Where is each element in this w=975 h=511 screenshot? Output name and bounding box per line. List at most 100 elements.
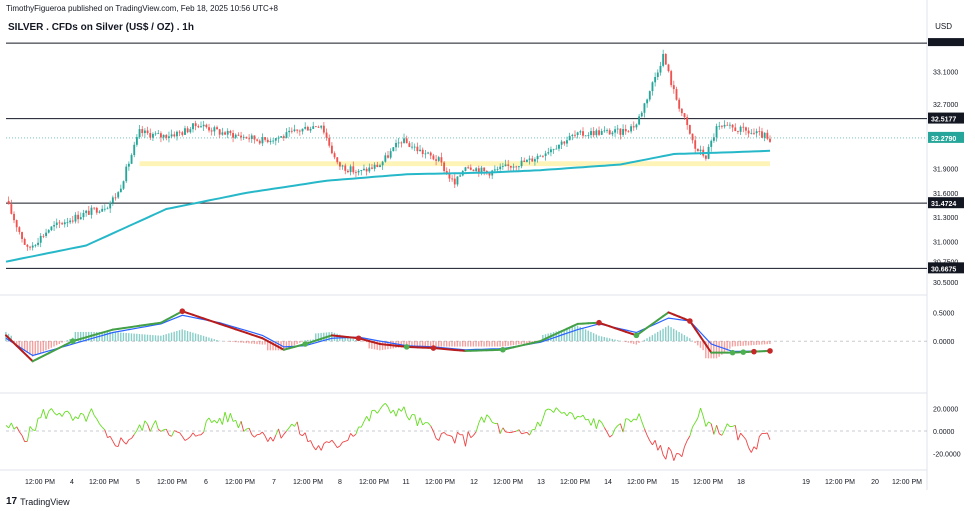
momentum-line-segment [697, 407, 701, 419]
histogram-bar [248, 341, 250, 344]
histogram-bar [365, 341, 368, 343]
candle-body [15, 220, 18, 228]
candle-body [392, 147, 395, 152]
momentum-line-segment [486, 414, 490, 418]
histogram-bar [283, 341, 285, 351]
histogram-bar [699, 341, 702, 348]
candle-body [47, 230, 50, 233]
candle-body [210, 130, 213, 132]
histogram-bar [745, 341, 747, 346]
histogram-bar [761, 341, 763, 345]
candle-body [71, 220, 74, 222]
histogram-bar [576, 325, 579, 342]
histogram-bar [512, 341, 515, 346]
histogram-bar [299, 341, 301, 343]
histogram-bar [77, 331, 79, 342]
momentum-line-segment [149, 425, 154, 432]
candle-body [189, 129, 192, 133]
candle-body [63, 222, 66, 225]
histogram-bar [29, 341, 31, 355]
momentum-line-segment [251, 434, 255, 438]
last-price-tag [928, 131, 964, 143]
cross-signal-dot [596, 319, 602, 326]
momentum-line-segment [206, 417, 210, 422]
momentum-line-segment [83, 414, 87, 422]
time-tick-label: 12:00 PM [892, 479, 922, 486]
candle-body [26, 244, 29, 247]
histogram-bar [635, 341, 638, 345]
histogram-bar [713, 341, 715, 359]
candle-body [125, 166, 128, 182]
candle-body [424, 153, 427, 155]
candle-body [493, 169, 496, 171]
momentum-line-segment [181, 436, 186, 441]
momentum-line-segment [601, 422, 605, 428]
candle-body [114, 197, 117, 199]
candle-body [42, 235, 45, 237]
momentum-line-segment [246, 427, 250, 430]
candle-body [387, 155, 389, 158]
momentum-line-segment [590, 418, 595, 426]
momentum-line-segment [457, 431, 461, 436]
momentum-line-segment [670, 450, 675, 461]
candle-body [683, 113, 686, 118]
histogram-bar [344, 336, 346, 342]
momentum-line-segment [366, 416, 370, 422]
oscillator-line-segment [159, 318, 168, 324]
histogram-bar [499, 341, 501, 347]
histogram-bar [304, 340, 306, 342]
candle-body [667, 64, 670, 72]
time-tick-label: 12:00 PM [293, 479, 323, 486]
price-pane[interactable]: 33.100032.700032.300031.900031.600031.30… [0, 38, 964, 296]
candle-body [117, 192, 120, 198]
histogram-bar [234, 341, 237, 343]
histogram-bar [758, 341, 760, 345]
momentum-line-segment [392, 409, 397, 417]
candle-body [443, 162, 446, 172]
candle-body [176, 131, 178, 137]
oscillator-line-segment [699, 335, 707, 346]
histogram-bar [689, 338, 691, 342]
histogram-bar [242, 341, 245, 343]
candle-body [264, 137, 267, 140]
time-tick-label: 12:00 PM [89, 479, 119, 486]
momentum-line-segment [144, 420, 148, 425]
candle-body [157, 133, 160, 135]
histogram-bar [600, 336, 603, 342]
candle-body [755, 131, 758, 134]
histogram-bar [50, 341, 53, 348]
candle-body [421, 149, 424, 155]
histogram-bar [502, 341, 504, 347]
candle-body [483, 167, 486, 172]
momentum-line-segment [288, 423, 293, 428]
candle-body [587, 134, 590, 136]
momentum-tick-label: 0.0000 [933, 429, 955, 436]
momentum-line-segment [131, 434, 135, 439]
candle-body [111, 197, 114, 203]
candle-body [419, 149, 421, 152]
momentum-line-segment [609, 434, 613, 438]
rsi-pane[interactable]: 20.0000 0.0000 -20.0000 [5, 402, 961, 461]
momentum-line-segment [499, 427, 504, 434]
time-axis[interactable]: 12:00 PM 4 12:00 PM 5 12:00 PM 6 12:00 PM 7 12:0… [0, 469, 927, 486]
histogram-bar [122, 332, 125, 342]
momentum-line-segment [160, 429, 164, 432]
candle-body [360, 170, 363, 171]
candle-body [520, 160, 523, 167]
candle-body [646, 99, 649, 104]
histogram-bar [237, 341, 240, 343]
candle-body [29, 246, 31, 248]
momentum-line-segment [483, 414, 488, 423]
histogram-bar [296, 341, 298, 344]
candle-body [186, 128, 189, 133]
oscillator-pane[interactable]: 0.5000 0.0000 [0, 308, 955, 394]
histogram-bar [120, 332, 122, 342]
momentum-line-segment [139, 424, 143, 431]
candle-body [459, 175, 462, 177]
momentum-line-segment [363, 416, 368, 422]
momentum-line-segment [497, 423, 501, 434]
candle-body [512, 166, 515, 168]
tradingview-brand[interactable]: 17 TradingView [6, 496, 70, 507]
cross-signal-dot [500, 346, 506, 353]
